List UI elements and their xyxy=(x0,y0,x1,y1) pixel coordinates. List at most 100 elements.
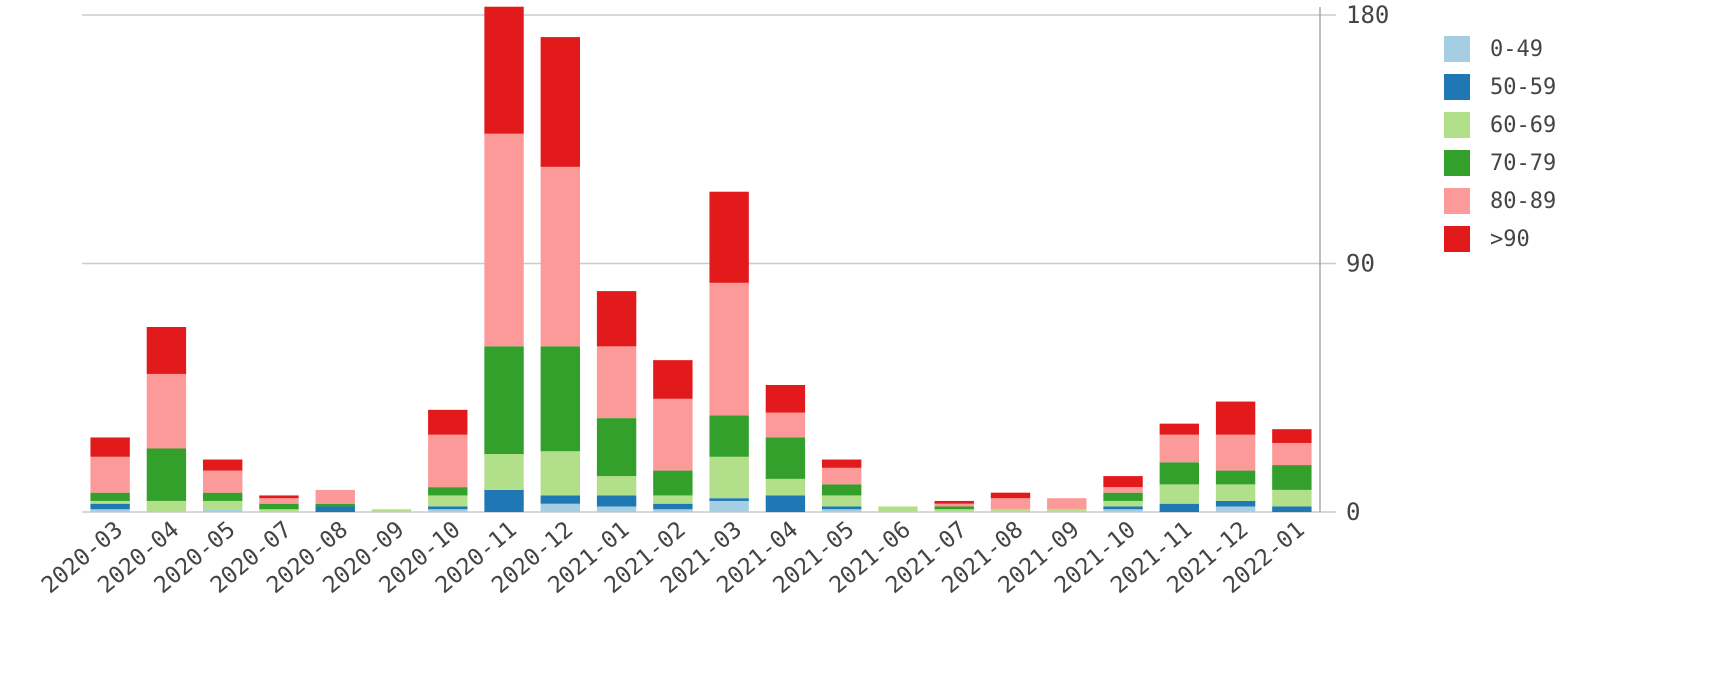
bar-segment-2021-12-80-89[interactable] xyxy=(1215,434,1256,471)
legend-swatch->90[interactable] xyxy=(1444,226,1470,252)
bar-segment-2021-11-60-69[interactable] xyxy=(1159,484,1200,504)
bar-segment-2021-03-70-79[interactable] xyxy=(709,415,749,457)
bar-segment-2022-01-70-79[interactable] xyxy=(1272,465,1312,490)
bar-segment-2021-11->90[interactable] xyxy=(1159,423,1200,435)
bar-segment-2021-02-60-69[interactable] xyxy=(653,495,693,504)
bar-segment-2021-02-0-49[interactable] xyxy=(653,509,693,512)
bar-segment-2021-04-80-89[interactable] xyxy=(765,412,806,438)
bar-segment-2021-03-0-49[interactable] xyxy=(709,500,749,512)
bar-segment-2020-05-60-69[interactable] xyxy=(202,500,243,510)
bar-segment-2020-04->90[interactable] xyxy=(146,327,187,374)
bar-segment-2021-11-50-59[interactable] xyxy=(1159,503,1200,512)
legend-swatch-80-89[interactable] xyxy=(1444,188,1470,214)
bar-segment-2020-11->90[interactable] xyxy=(484,6,524,134)
bar-segment-2020-05-80-89[interactable] xyxy=(202,470,243,493)
bar-segment-2020-08-50-59[interactable] xyxy=(315,506,355,512)
bar-segment-2021-02-80-89[interactable] xyxy=(653,398,693,471)
bar-segment-2021-12-50-59[interactable] xyxy=(1215,500,1256,507)
bar-segment-2021-05-80-89[interactable] xyxy=(821,467,862,485)
bar-segment-2020-03->90[interactable] xyxy=(90,437,130,457)
bar-segment-2022-01-50-59[interactable] xyxy=(1272,506,1312,512)
legend-swatch-70-79[interactable] xyxy=(1444,150,1470,176)
bar-segment-2020-05-0-49[interactable] xyxy=(202,509,243,512)
bar-segment-2021-10-80-89[interactable] xyxy=(1103,487,1143,493)
bar-segment-2021-01->90[interactable] xyxy=(596,291,637,347)
bar-segment-2021-11-70-79[interactable] xyxy=(1159,462,1200,485)
bar-segment-2020-07-60-69[interactable] xyxy=(259,509,299,512)
bar-segment-2020-07-70-79[interactable] xyxy=(259,503,299,510)
bar-segment-2021-02-50-59[interactable] xyxy=(653,503,693,510)
bar-segment-2021-01-70-79[interactable] xyxy=(596,418,637,477)
bar-segment-2021-08-80-89[interactable] xyxy=(990,498,1031,510)
bar-segment-2020-10-60-69[interactable] xyxy=(428,495,468,507)
bar-segment-2021-12->90[interactable] xyxy=(1215,401,1256,435)
bar-segment-2020-10-70-79[interactable] xyxy=(428,487,468,496)
bar-segment-2020-11-80-89[interactable] xyxy=(484,133,524,347)
bar-segment-2022-01-80-89[interactable] xyxy=(1272,442,1312,466)
bar-segment-2020-03-80-89[interactable] xyxy=(90,456,130,493)
bar-segment-2021-10-60-69[interactable] xyxy=(1103,500,1143,507)
bar-segment-2021-10-50-59[interactable] xyxy=(1103,506,1143,510)
bar-segment-2021-05-60-69[interactable] xyxy=(821,495,862,507)
bar-segment-2020-04-80-89[interactable] xyxy=(146,373,187,449)
bar-segment-2021-07-60-69[interactable] xyxy=(934,509,974,512)
bar-segment-2020-03-50-59[interactable] xyxy=(90,503,130,510)
bar-segment-2020-09-60-69[interactable] xyxy=(371,509,412,512)
bar-segment-2021-03-80-89[interactable] xyxy=(709,282,749,416)
bar-segment-2020-12->90[interactable] xyxy=(540,37,581,167)
bar-segment-2021-04-50-59[interactable] xyxy=(765,495,806,512)
bar-segment-2021-03->90[interactable] xyxy=(709,191,749,283)
bar-segment-2020-10-50-59[interactable] xyxy=(428,506,468,510)
bar-segment-2020-05-70-79[interactable] xyxy=(202,492,243,501)
bar-segment-2021-04-60-69[interactable] xyxy=(765,478,806,496)
bar-segment-2022-01->90[interactable] xyxy=(1272,429,1312,443)
bar-segment-2021-05->90[interactable] xyxy=(821,459,862,468)
bar-segment-2021-10-0-49[interactable] xyxy=(1103,509,1143,512)
bar-segment-2020-05->90[interactable] xyxy=(202,459,243,471)
bar-segment-2020-11-50-59[interactable] xyxy=(484,489,524,512)
bar-segment-2020-10-80-89[interactable] xyxy=(428,434,468,488)
legend-swatch-50-59[interactable] xyxy=(1444,74,1470,100)
bar-segment-2021-11-80-89[interactable] xyxy=(1159,434,1200,463)
bar-segment-2021-12-0-49[interactable] xyxy=(1215,506,1256,512)
bar-segment-2021-01-0-49[interactable] xyxy=(596,506,637,512)
bar-segment-2020-10->90[interactable] xyxy=(428,409,468,435)
bar-segment-2020-11-70-79[interactable] xyxy=(484,346,524,455)
bar-segment-2020-08-70-79[interactable] xyxy=(315,503,355,507)
bar-segment-2021-05-50-59[interactable] xyxy=(821,506,862,510)
bar-segment-2021-06-60-69[interactable] xyxy=(878,506,918,512)
bar-segment-2021-03-60-69[interactable] xyxy=(709,456,749,499)
bar-segment-2020-11-60-69[interactable] xyxy=(484,454,524,490)
bar-segment-2021-05-70-79[interactable] xyxy=(821,484,862,496)
bar-segment-2021-01-50-59[interactable] xyxy=(596,495,637,507)
bar-segment-2020-12-80-89[interactable] xyxy=(540,166,581,347)
bar-segment-2021-10->90[interactable] xyxy=(1103,476,1143,488)
bar-segment-2021-07-80-89[interactable] xyxy=(934,503,974,507)
bar-segment-2020-12-50-59[interactable] xyxy=(540,495,581,504)
bar-segment-2020-03-0-49[interactable] xyxy=(90,509,130,512)
bar-segment-2021-07-70-79[interactable] xyxy=(934,506,974,510)
bar-segment-2020-08-80-89[interactable] xyxy=(315,489,355,504)
bar-segment-2021-02->90[interactable] xyxy=(653,360,693,399)
bar-segment-2022-01-60-69[interactable] xyxy=(1272,489,1312,507)
bar-segment-2021-12-70-79[interactable] xyxy=(1215,470,1256,485)
bar-segment-2021-01-60-69[interactable] xyxy=(596,476,637,496)
bar-segment-2021-03-50-59[interactable] xyxy=(709,498,749,501)
bar-segment-2021-10-70-79[interactable] xyxy=(1103,492,1143,501)
bar-segment-2021-04->90[interactable] xyxy=(765,384,806,413)
bar-segment-2021-09-80-89[interactable] xyxy=(1047,498,1087,510)
bar-segment-2021-08->90[interactable] xyxy=(990,492,1031,499)
bar-segment-2020-07->90[interactable] xyxy=(259,495,299,499)
legend-swatch-60-69[interactable] xyxy=(1444,112,1470,138)
bar-segment-2021-07->90[interactable] xyxy=(934,500,974,504)
bar-segment-2020-12-0-49[interactable] xyxy=(540,503,581,512)
bar-segment-2020-12-60-69[interactable] xyxy=(540,451,581,496)
bar-segment-2020-10-0-49[interactable] xyxy=(428,509,468,512)
legend-swatch-0-49[interactable] xyxy=(1444,36,1470,62)
bar-segment-2020-12-70-79[interactable] xyxy=(540,346,581,452)
bar-segment-2021-01-80-89[interactable] xyxy=(596,346,637,419)
bar-segment-2020-04-70-79[interactable] xyxy=(146,448,187,501)
bar-segment-2020-07-80-89[interactable] xyxy=(259,498,299,504)
bar-segment-2021-12-60-69[interactable] xyxy=(1215,484,1256,501)
bar-segment-2021-09-60-69[interactable] xyxy=(1047,509,1087,512)
